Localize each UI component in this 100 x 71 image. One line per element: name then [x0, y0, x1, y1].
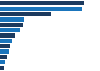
Bar: [0, 12, 51, 16]
Bar: [0, 28, 20, 32]
Bar: [0, 1, 84, 5]
Bar: [0, 17, 24, 22]
Bar: [0, 44, 10, 48]
Bar: [0, 66, 4, 70]
Bar: [0, 55, 7, 59]
Bar: [0, 39, 12, 43]
Bar: [0, 49, 9, 54]
Bar: [0, 23, 22, 27]
Bar: [0, 33, 15, 38]
Bar: [0, 60, 5, 64]
Bar: [0, 7, 82, 11]
